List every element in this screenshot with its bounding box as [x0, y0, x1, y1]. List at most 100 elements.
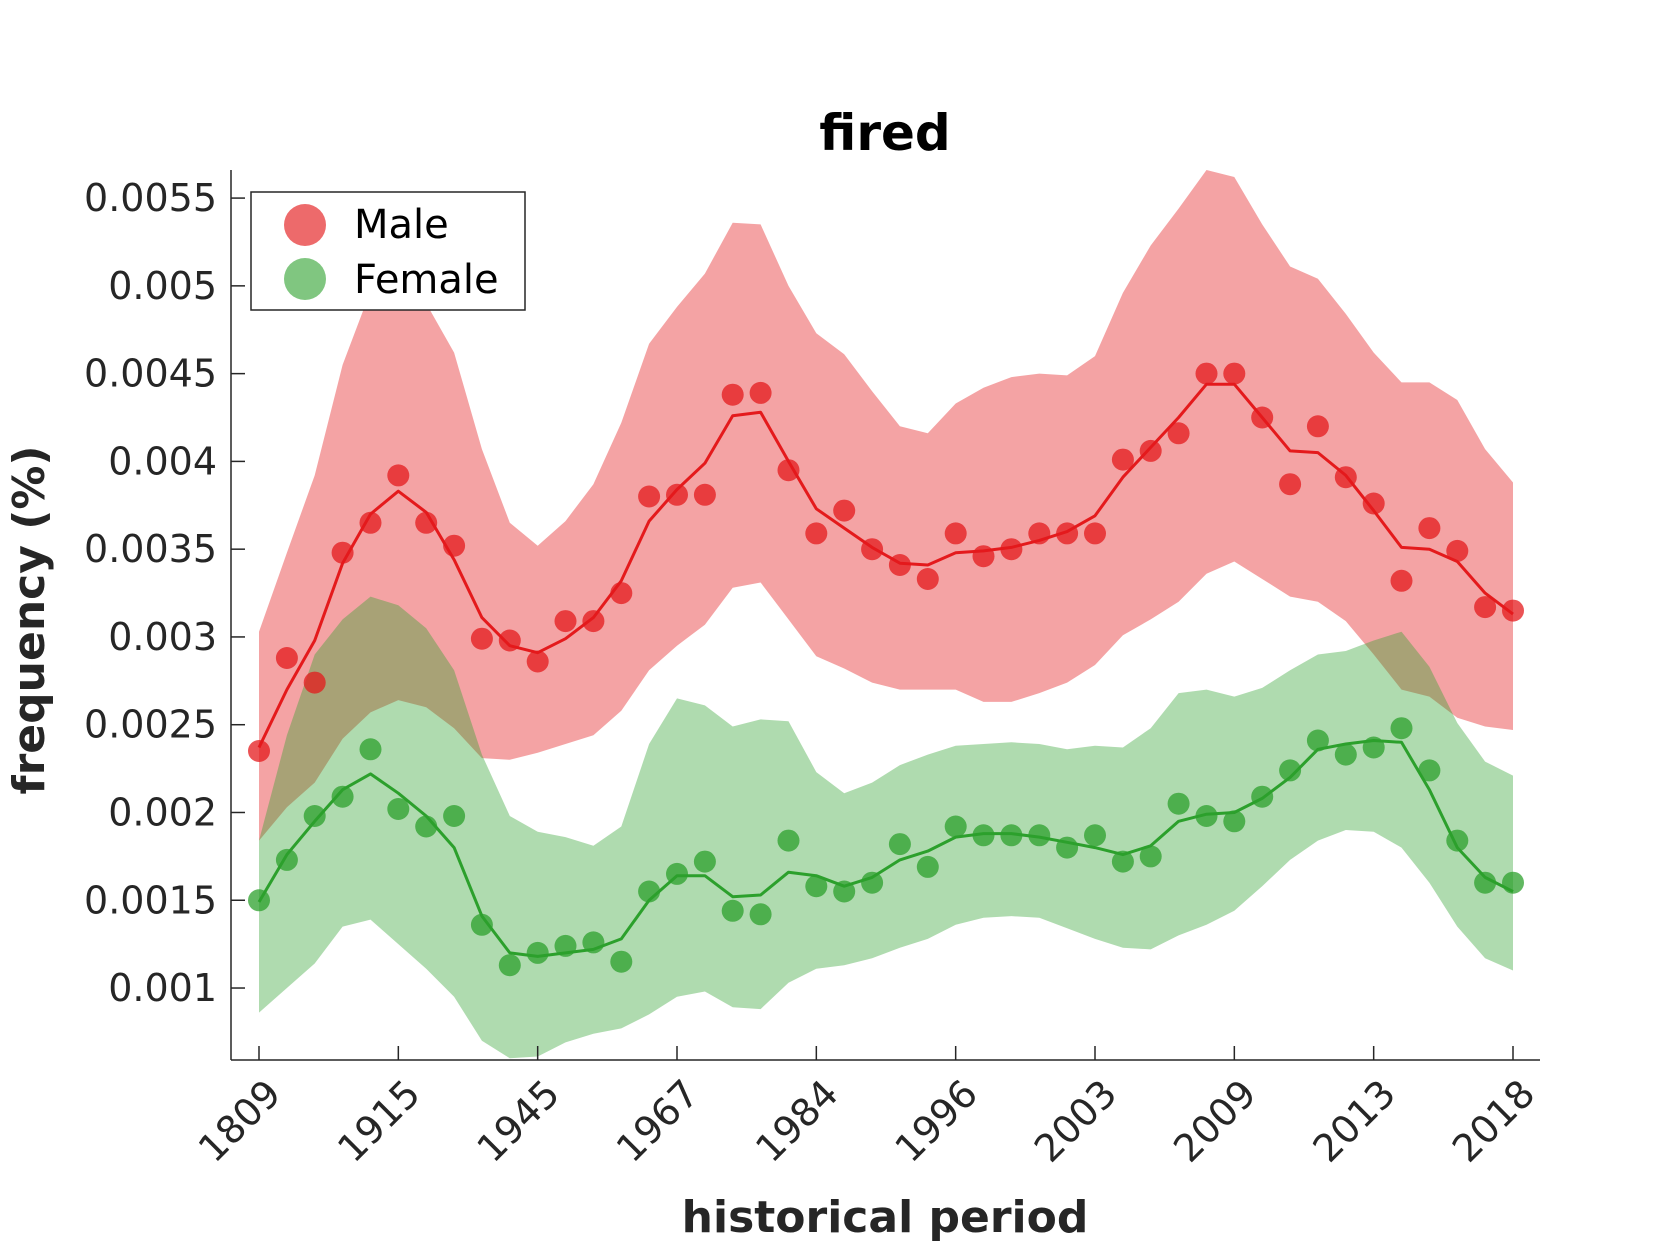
male-trend-line [257, 382, 1514, 749]
y-tick-label: 0.004 [108, 439, 217, 483]
chart-title: fired [819, 104, 950, 162]
female-data-point [1111, 850, 1134, 873]
legend-marker-male [284, 204, 326, 246]
male-data-point [1306, 415, 1329, 438]
male-data-point [470, 627, 493, 650]
female-data-point [805, 875, 828, 898]
y-axis-title: frequency (%) [4, 445, 55, 794]
female-data-point [1418, 759, 1441, 782]
x-tick-label: 1996 [887, 1071, 987, 1171]
male-data-point [1279, 473, 1302, 496]
y-tick-label: 0.0045 [84, 352, 217, 396]
female-data-point [944, 815, 967, 838]
x-tick-label: 2018 [1444, 1071, 1544, 1171]
x-tick-label: 2013 [1305, 1071, 1405, 1171]
female-data-point [1028, 824, 1051, 847]
male-data-point [1139, 439, 1162, 462]
female-data-point [470, 913, 493, 936]
female-data-point [610, 950, 633, 973]
female-data-point [303, 805, 326, 827]
female-data-point [1167, 792, 1190, 815]
female-data-point [749, 903, 772, 926]
y-tick-label: 0.005 [108, 264, 217, 308]
male-data-point [1502, 599, 1524, 622]
y-tick-label: 0.0055 [84, 176, 217, 220]
male-data-point [777, 459, 800, 482]
male-data-point [526, 650, 549, 673]
male-data-point [498, 629, 521, 652]
male-data-point [1056, 522, 1079, 545]
female-data-point [861, 871, 884, 894]
male-data-point [1000, 538, 1023, 561]
male-data-point [275, 647, 298, 669]
data-points [248, 362, 1524, 977]
male-data-point [693, 483, 716, 506]
female-data-point [1000, 824, 1023, 847]
female-data-point [1334, 743, 1357, 766]
male-data-point [944, 522, 967, 545]
y-tick-label: 0.0025 [84, 703, 217, 747]
female-data-point [248, 889, 270, 912]
female-data-point [833, 880, 856, 903]
male-data-point [1362, 492, 1385, 515]
male-data-point [833, 499, 856, 522]
female-data-point [1362, 736, 1385, 759]
female-data-point [1056, 836, 1079, 859]
female-data-point [1474, 871, 1497, 894]
female-data-point [415, 815, 438, 838]
x-tick-label: 1967 [608, 1071, 708, 1171]
x-tick-label: 2009 [1165, 1071, 1265, 1171]
x-tick-label: 1984 [747, 1071, 847, 1171]
male-data-point [721, 383, 744, 406]
female-data-point [498, 954, 521, 977]
female-data-point [275, 848, 298, 871]
male-confidence-band [259, 170, 1513, 841]
male-data-point [666, 483, 688, 506]
male-data-point [610, 582, 633, 605]
female-data-point [777, 829, 800, 852]
y-tick-label: 0.002 [108, 790, 217, 834]
male-data-point [582, 610, 605, 633]
female-data-point [1139, 845, 1162, 868]
female-data-point [888, 833, 911, 856]
trend-lines [257, 382, 1514, 958]
female-data-point [1279, 759, 1302, 782]
female-data-point [1306, 729, 1329, 752]
male-data-point [387, 464, 410, 487]
male-data-point [415, 511, 438, 534]
female-data-point [443, 805, 466, 827]
male-data-point [1111, 448, 1134, 471]
female-trend-line [257, 739, 1514, 958]
male-data-point [749, 381, 772, 404]
male-data-point [805, 522, 828, 545]
legend-label-male: Male [354, 202, 449, 248]
male-data-point [888, 554, 911, 576]
female-data-point [1390, 717, 1413, 740]
female-data-point [1195, 805, 1218, 827]
male-data-point [1474, 596, 1497, 619]
male-data-point [1418, 517, 1441, 540]
axes [230, 170, 1540, 1061]
female-data-point [693, 850, 716, 873]
male-data-point [1251, 406, 1274, 429]
male-data-point [1084, 522, 1106, 545]
male-data-point [972, 545, 995, 568]
male-data-point [248, 740, 270, 762]
female-data-point [666, 862, 688, 885]
male-data-point [916, 568, 939, 590]
female-data-point [916, 855, 939, 878]
female-data-point [582, 931, 605, 954]
female-data-point [721, 899, 744, 922]
male-data-point [303, 671, 326, 694]
male-data-point [1028, 522, 1051, 545]
x-axis-ticks: 1809 1915 1945 1967 1984 1996 2003 2009 2013 2018 [190, 1046, 1544, 1171]
y-tick-label: 0.003 [108, 615, 217, 659]
female-data-point [638, 880, 661, 903]
x-tick-label: 1809 [190, 1071, 290, 1171]
y-axis-ticks: 0.001 0.0015 0.002 0.0025 0.003 0.0035 0.004 0.… [84, 176, 245, 1010]
female-data-point [1251, 785, 1274, 808]
male-data-point [1390, 569, 1413, 592]
female-data-point [359, 738, 382, 761]
y-tick-label: 0.0015 [84, 878, 217, 922]
